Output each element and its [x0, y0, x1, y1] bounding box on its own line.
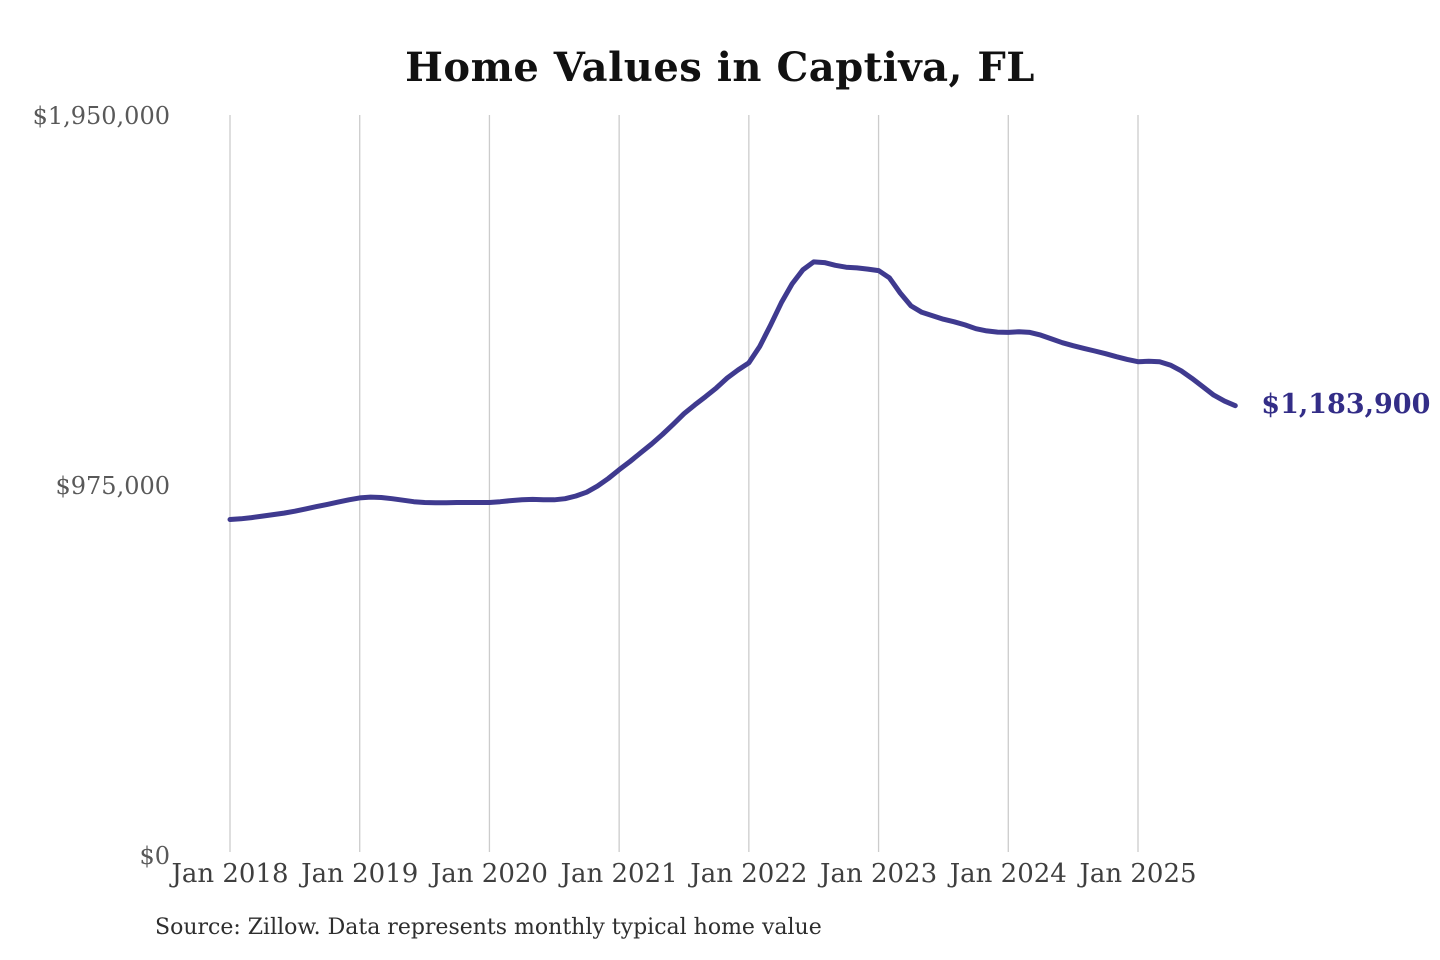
x-axis-tick-label: Jan 2025	[1076, 859, 1196, 889]
x-axis-tick-label: Jan 2023	[817, 859, 937, 889]
x-axis-tick-label: Jan 2024	[947, 859, 1067, 889]
y-axis-tick-label: $975,000	[55, 472, 170, 500]
x-axis-tick-label: Jan 2019	[298, 859, 418, 889]
x-axis-tick-label: Jan 2020	[428, 859, 548, 889]
source-note: Source: Zillow. Data represents monthly …	[155, 915, 822, 940]
home-value-line	[227, 259, 1238, 522]
x-axis-tick-label: Jan 2018	[168, 859, 288, 889]
current-value-label: $1,183,900	[1261, 388, 1431, 420]
x-axis-tick-label: Jan 2022	[687, 859, 807, 889]
y-axis-tick-label: $1,950,000	[33, 102, 170, 130]
x-axis-tick-label: Jan 2021	[558, 859, 678, 889]
chart-title: Home Values in Captiva, FL	[405, 44, 1035, 91]
y-axis-tick-label: $0	[139, 842, 170, 870]
